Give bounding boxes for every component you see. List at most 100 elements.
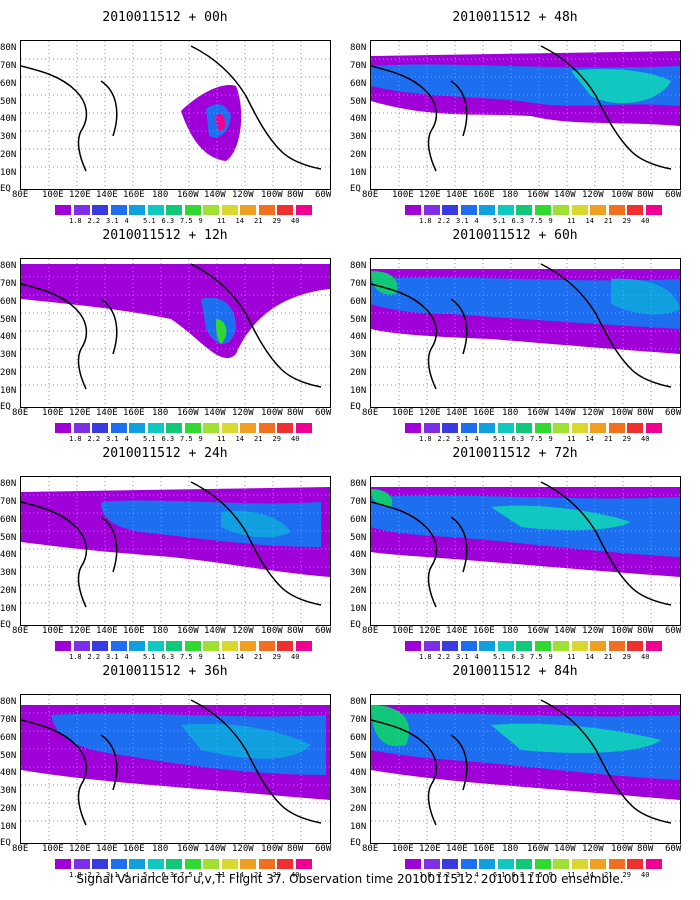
colorbar-swatch [184, 423, 201, 433]
colorbar-label: 14 [235, 217, 244, 225]
latitude-tick-label: 10N [350, 604, 367, 614]
longitude-tick-label: 160E [123, 844, 145, 854]
colorbar-swatch [497, 205, 514, 215]
colorbar-swatch [92, 205, 108, 215]
colorbar-swatch [553, 423, 569, 433]
colorbar-swatch [497, 423, 514, 433]
longitude-tick-label: 120E [69, 190, 91, 200]
colorbar-label: 4 [474, 435, 479, 443]
longitude-tick-label: 140W [554, 190, 576, 200]
colorbar-swatch [55, 205, 71, 215]
latitude-tick-label: 50N [0, 751, 17, 761]
longitude-tick-label: 80W [637, 408, 654, 418]
latitude-tick-label: 20N [0, 586, 17, 596]
colorbar-swatch [221, 205, 238, 215]
longitude-tick-label: 100E [392, 626, 414, 636]
colorbar-swatch [92, 423, 108, 433]
colorbar-label: 6.3 [161, 435, 175, 443]
longitude-tick-label: 80W [637, 190, 654, 200]
longitude-tick-label: 100W [611, 408, 633, 418]
longitude-tick-label: 100W [611, 844, 633, 854]
latitude-tick-label: 30N [0, 786, 17, 796]
longitude-axis: 80E 100E 120E 140E 160E 180 160W 140W 120W 100W 80… [350, 190, 695, 202]
panel-title: 2010011512 + 00h [102, 10, 228, 25]
map-plot-area [20, 476, 331, 626]
latitude-tick-label: 40N [350, 768, 367, 778]
colorbar-label: 6.3 [161, 217, 175, 225]
panel-title: 2010011512 + 36h [102, 664, 228, 679]
longitude-tick-label: 120W [582, 190, 604, 200]
colorbar-swatch [516, 205, 532, 215]
coastline [21, 263, 322, 390]
colorbar-swatch [479, 859, 495, 869]
longitude-tick-label: 120W [582, 844, 604, 854]
longitude-tick-label: 80E [362, 190, 379, 200]
colorbar: 1.8 2.2 3.1 4 5.1 6.3 7.5 9 11 14 21 29 40 [55, 205, 317, 229]
latitude-tick-label: 80N [350, 43, 367, 53]
map-panel: 2010011512 + 12h 80N 70N 60N 50N 40N 30N 20N 10N… [0, 218, 331, 443]
longitude-tick-label: 160W [527, 844, 549, 854]
latitude-tick-label: 70N [0, 279, 17, 289]
latitude-tick-label: 20N [350, 804, 367, 814]
colorbar-swatch [534, 859, 551, 869]
colorbar-label: 11 [217, 653, 226, 661]
colorbar-label: 7.5 [180, 871, 193, 879]
latitude-tick-label: 70N [350, 715, 367, 725]
longitude-tick-label: 100E [42, 844, 64, 854]
colorbar-swatch [147, 859, 164, 869]
colorbar-label: 6.3 [511, 653, 525, 661]
colorbar-label: 9 [198, 871, 203, 879]
latitude-tick-label: EQ [0, 184, 11, 194]
latitude-tick-label: EQ [350, 620, 361, 630]
map-panel: 2010011512 + 72h 80N 70N 60N 50N 40N 30N 20N 10N… [350, 436, 681, 661]
colorbar-swatch [129, 859, 145, 869]
colorbar-label: 3.1 [106, 435, 119, 443]
colorbar-label: 2.2 [87, 653, 101, 661]
colorbar-label: 21 [254, 217, 263, 225]
colorbar-label: 5.1 [143, 435, 156, 443]
colorbar-label: 7.5 [530, 435, 543, 443]
colorbar-label: 11 [217, 871, 226, 879]
longitude-tick-label: 140W [554, 844, 576, 854]
longitude-tick-label: 140E [446, 408, 468, 418]
colorbar-swatch [571, 205, 588, 215]
latitude-tick-label: 30N [350, 350, 367, 360]
colorbar-swatch [571, 859, 588, 869]
variance-shading [611, 278, 680, 315]
longitude-tick-label: 160E [473, 626, 495, 636]
latitude-tick-label: 10N [0, 386, 17, 396]
colorbar-swatch [184, 641, 201, 651]
colorbar: 1.8 2.2 3.1 4 5.1 6.3 7.5 9 11 14 21 29 40 [55, 859, 317, 883]
colorbar-label: 1.8 [69, 871, 82, 879]
longitude-tick-label: 180 [502, 844, 519, 854]
latitude-tick-label: 60N [0, 515, 17, 525]
longitude-tick-label: 100W [261, 408, 283, 418]
latitude-tick-label: 80N [350, 479, 367, 489]
latitude-tick-label: EQ [350, 184, 361, 194]
colorbar-label: 2.2 [437, 871, 451, 879]
longitude-tick-label: 60W [665, 844, 682, 854]
map-svg [21, 477, 330, 625]
longitude-tick-label: 160W [177, 844, 199, 854]
colorbar-label: 9 [548, 871, 553, 879]
longitude-tick-label: 120W [232, 408, 254, 418]
colorbar-label: 40 [641, 435, 650, 443]
latitude-tick-label: 50N [350, 315, 367, 325]
longitude-tick-label: 100E [392, 844, 414, 854]
latitude-tick-label: 50N [350, 751, 367, 761]
variance-shading [491, 505, 631, 531]
colorbar: 1.8 2.2 3.1 4 5.1 6.3 7.5 9 11 14 21 29 40 [405, 641, 667, 665]
longitude-tick-label: 80E [12, 190, 29, 200]
latitude-tick-label: 40N [0, 550, 17, 560]
latitude-tick-label: 10N [350, 168, 367, 178]
colorbar-label: 40 [291, 871, 300, 879]
longitude-tick-label: 160E [473, 844, 495, 854]
longitude-tick-label: 140W [204, 408, 226, 418]
latitude-tick-label: 30N [0, 350, 17, 360]
colorbar-label: 3.1 [106, 871, 119, 879]
colorbar-label: 2.2 [87, 217, 101, 225]
colorbar-label: 14 [235, 435, 244, 443]
colorbar-swatch [277, 859, 293, 869]
latitude-tick-label: 20N [350, 586, 367, 596]
longitude-tick-label: 160W [177, 190, 199, 200]
